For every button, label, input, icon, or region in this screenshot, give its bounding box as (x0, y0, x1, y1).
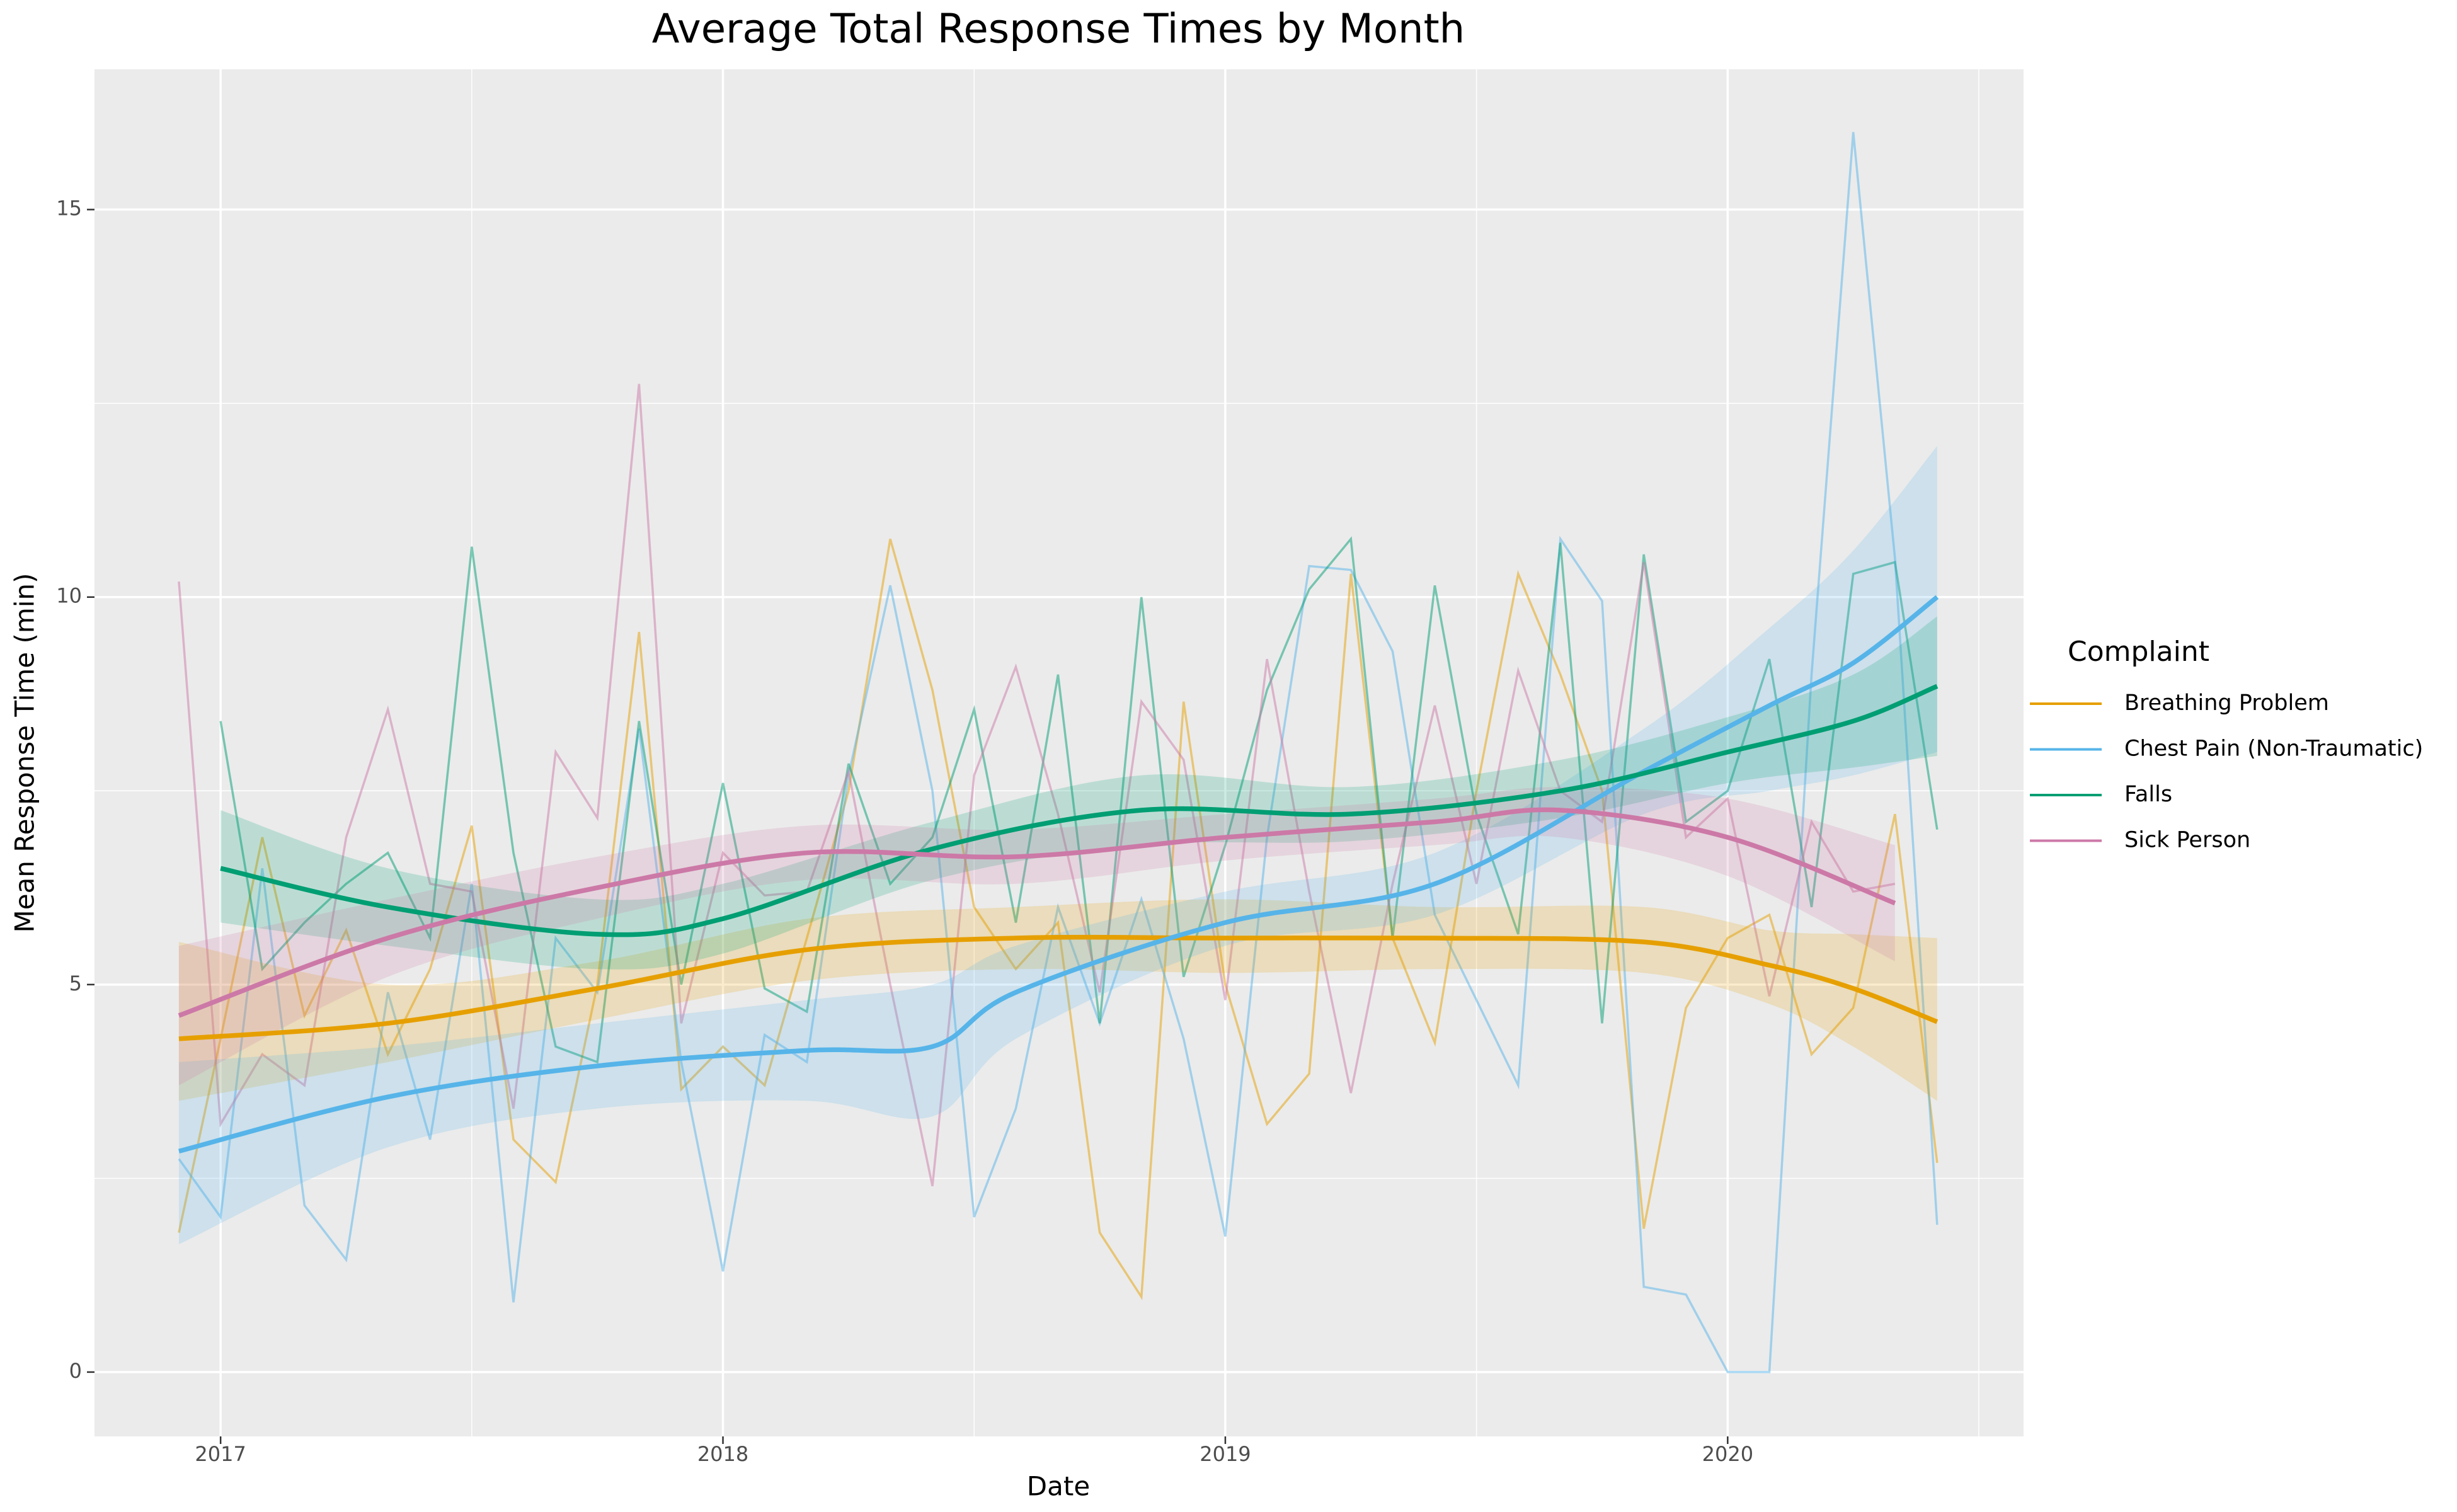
x-tick-label: 2019 (1200, 1442, 1251, 1466)
series-line (219, 536, 1939, 1064)
confidence-band (178, 445, 1937, 1244)
x-tick-label: 2017 (195, 1442, 246, 1466)
legend-label: Falls (2124, 782, 2172, 807)
smooth-line (178, 934, 1939, 1041)
chart-title: Average Total Response Times by Month (652, 6, 1465, 53)
legend-label: Sick Person (2124, 828, 2250, 853)
x-axis-title: Date (1027, 1471, 1090, 1502)
series-line (178, 539, 1939, 1300)
y-tick-label: 15 (56, 197, 82, 220)
smooth-line (220, 684, 1939, 937)
y-tick-label: 10 (56, 584, 82, 608)
y-tick-label: 5 (69, 971, 82, 995)
panel (94, 69, 2024, 1436)
y-axis-title: Mean Response Time (min) (9, 573, 40, 933)
smooth-line (178, 807, 1896, 1018)
series-line (178, 132, 1939, 1373)
smooth-line (178, 595, 1939, 1154)
y-tick-label: 0 (69, 1359, 82, 1383)
legend-label: Breathing Problem (2124, 690, 2329, 716)
series-line (178, 384, 1896, 1187)
x-tick-label: 2018 (697, 1442, 748, 1466)
confidence-band (220, 616, 1937, 970)
confidence-band (178, 787, 1895, 1085)
confidence-band (178, 899, 1937, 1101)
x-tick-label: 2020 (1702, 1442, 1753, 1466)
legend-label: Chest Pain (Non-Traumatic) (2124, 736, 2423, 762)
legend-title: Complaint (2068, 636, 2209, 668)
